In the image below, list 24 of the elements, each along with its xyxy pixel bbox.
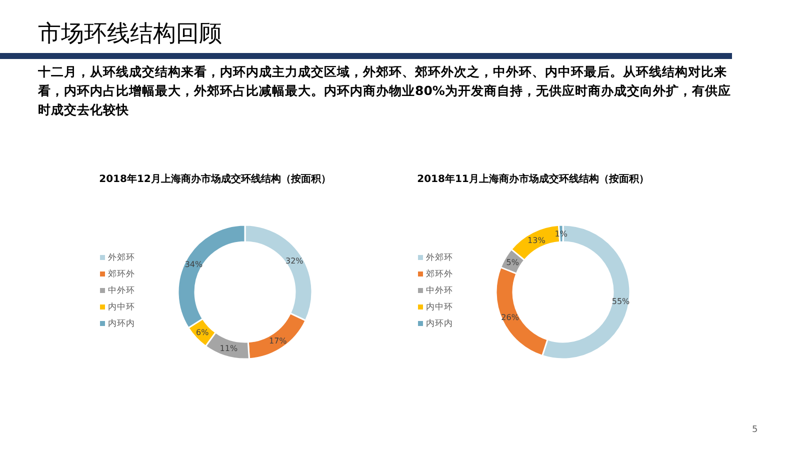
data-label: 26% — [501, 312, 520, 322]
legend-label: 外郊环 — [108, 252, 135, 263]
text: 市场环线结构回顾 — [38, 20, 222, 49]
legend-label: 外郊环 — [426, 252, 453, 263]
legend-label: 内中环 — [426, 302, 453, 312]
legend-label: 内中环 — [108, 302, 135, 312]
legend-label: 内环内 — [426, 318, 453, 329]
legend-label: 内环内 — [108, 318, 135, 329]
data-label: 55% — [612, 297, 630, 306]
chart-title: 2018年11月上海商办市场成交环线结构（按面积） — [417, 173, 649, 185]
chart-title: 2018年12月上海商办市场成交环线结构（按面积） — [99, 173, 331, 185]
data-label: 34% — [184, 260, 204, 269]
legend-label: 中外环 — [426, 285, 453, 296]
legend-label: 郊环外 — [426, 268, 453, 280]
text: 5 — [752, 425, 758, 435]
data-label: 5% — [506, 258, 520, 268]
data-label: 13% — [528, 236, 546, 245]
data-label: 11% — [220, 344, 238, 354]
data-label: 6% — [196, 328, 210, 338]
text: 十二月，从环线成交结构来看，内环内成主力成交区域，外郊环、郊环外次之，中外环、内中环最后。从环线结构对比来看，内环内占比增幅最大，外郊环占比减幅最大。内环内商办物业80%为开发商自持，无供应时商办成交向外扩，有供应时成交去化较快 — [38, 63, 732, 119]
legend-label: 郊环外 — [108, 268, 135, 280]
legend-label: 中外环 — [108, 285, 135, 296]
data-label: 32% — [286, 256, 304, 266]
data-label: 17% — [268, 336, 288, 346]
